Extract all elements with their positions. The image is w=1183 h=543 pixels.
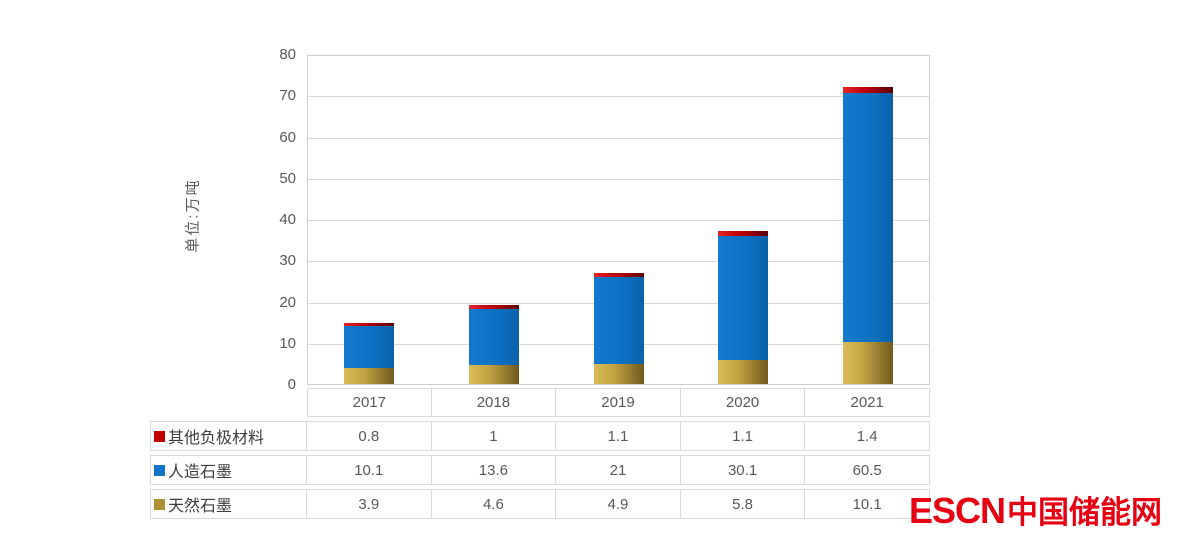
bar-group-2018 <box>468 56 519 384</box>
gridline <box>308 96 929 98</box>
bar-segment-天然石墨-2019 <box>593 363 644 384</box>
table-value-cell: 5.8 <box>680 489 806 519</box>
logo-text-zh: 中国储能网 <box>1007 495 1162 530</box>
legend-swatch-icon <box>154 464 165 476</box>
y-tick-label: 0 <box>287 376 296 393</box>
table-row-天然石墨: 天然石墨 3.9 4.6 4.9 5.8 10.1 <box>150 489 930 519</box>
table-value-cell: 1.1 <box>680 421 806 451</box>
logo-text-en: ESCN <box>908 490 1006 531</box>
plot-area <box>307 55 930 385</box>
bar-group-2019 <box>593 56 644 384</box>
bar-segment-其他负极材料-2020 <box>718 231 769 236</box>
table-row-人造石墨: 人造石墨 10.1 13.6 21 30.1 60.5 <box>150 455 930 485</box>
gridline <box>308 137 929 139</box>
escn-logo: ESCN 中国储能网 <box>909 487 1162 532</box>
bar-group-2017 <box>344 56 395 384</box>
bar-segment-人造石墨-2021 <box>842 92 893 343</box>
bar-segment-人造石墨-2018 <box>468 308 519 366</box>
table-value-cell: 1.4 <box>805 421 930 451</box>
table-value-cell: 4.9 <box>556 489 681 519</box>
y-tick-label: 80 <box>279 46 296 63</box>
legend-label-cell: 天然石墨 <box>150 489 307 519</box>
table-row-其他负极材料: 其他负极材料 0.8 1 1.1 1.1 1.4 <box>150 421 930 451</box>
y-tick-label: 20 <box>279 293 296 311</box>
bar-segment-天然石墨-2021 <box>842 342 893 384</box>
bar-segment-人造石墨-2017 <box>344 326 395 368</box>
bar-segment-人造石墨-2019 <box>593 277 644 364</box>
gridline <box>308 178 929 180</box>
table-value-cell: 3.9 <box>307 489 432 519</box>
legend-swatch-icon <box>154 430 165 442</box>
bar-segment-其他负极材料-2021 <box>842 87 893 93</box>
table-value-cell: 1 <box>431 421 557 451</box>
legend-label-cell: 其他负极材料 <box>150 421 307 451</box>
gridline <box>308 220 929 221</box>
table-header-cell-year: 2017 <box>307 388 432 417</box>
gridline <box>308 261 929 263</box>
table-value-cell: 30.1 <box>680 455 806 485</box>
y-tick-label: 50 <box>279 169 296 187</box>
table-value-cell: 10.1 <box>307 455 432 485</box>
bar-segment-人造石墨-2020 <box>718 235 769 361</box>
y-tick-label: 60 <box>279 128 296 146</box>
bar-segment-其他负极材料-2019 <box>593 272 644 278</box>
bar-segment-天然石墨-2020 <box>718 360 769 384</box>
legend-label-text: 人造石墨 <box>168 464 233 481</box>
table-value-cell: 10.1 <box>805 489 930 519</box>
y-tick-label: 30 <box>279 252 296 270</box>
legend-label-text: 其他负极材料 <box>168 430 265 447</box>
legend-swatch-icon <box>154 498 165 510</box>
bar-segment-天然石墨-2018 <box>468 365 519 384</box>
bar-segment-其他负极材料-2017 <box>344 322 395 327</box>
table-value-cell: 21 <box>556 455 681 485</box>
bar-segment-天然石墨-2017 <box>344 367 395 384</box>
table-value-cell: 60.5 <box>805 455 930 485</box>
y-axis-title: 单位:万吨 <box>184 178 202 253</box>
table-header-cell-year: 2018 <box>431 388 557 417</box>
bar-segment-其他负极材料-2018 <box>468 304 519 309</box>
table-header-cell-year: 2019 <box>556 388 681 417</box>
bar-group-2020 <box>718 56 769 384</box>
table-value-cell: 1.1 <box>556 421 681 451</box>
y-tick-label: 10 <box>279 334 296 352</box>
legend-label-cell: 人造石墨 <box>150 455 307 485</box>
table-header-cell-year: 2020 <box>680 388 806 417</box>
bar-group-2021 <box>842 56 893 384</box>
table-value-cell: 4.6 <box>431 489 557 519</box>
table-header-cell-year: 2021 <box>805 388 930 417</box>
table-value-cell: 0.8 <box>307 421 432 451</box>
table-header-row: 2017 2018 2019 2020 2021 <box>307 388 930 417</box>
legend-label-text: 天然石墨 <box>168 498 233 515</box>
y-tick-label: 70 <box>279 87 296 105</box>
table-value-cell: 13.6 <box>431 455 557 485</box>
y-tick-label: 40 <box>279 211 296 228</box>
